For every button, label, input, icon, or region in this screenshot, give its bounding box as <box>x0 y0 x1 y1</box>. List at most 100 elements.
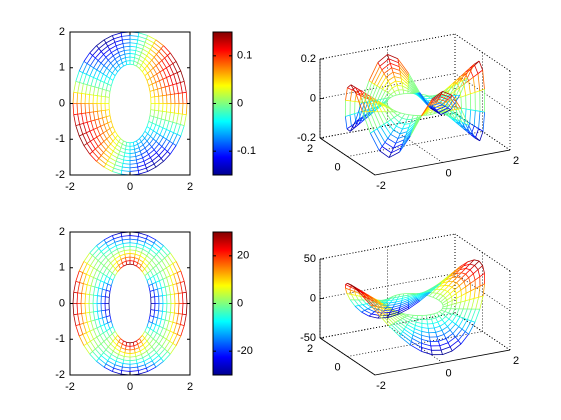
mesh-line <box>349 89 353 101</box>
mesh-line <box>146 262 150 267</box>
mesh-line <box>370 85 378 102</box>
mesh-line <box>167 351 171 355</box>
mesh-line <box>89 129 94 132</box>
mesh-line <box>105 316 109 324</box>
mesh-line <box>122 159 124 164</box>
mesh-line <box>90 257 96 266</box>
mesh-line <box>170 293 175 295</box>
mesh-line <box>150 275 154 279</box>
mesh-line <box>397 58 409 74</box>
x-axis <box>374 349 511 376</box>
mesh-line <box>93 77 98 80</box>
mesh-line <box>166 75 171 78</box>
mesh-line <box>366 299 371 304</box>
grid-line <box>347 331 483 357</box>
mesh-line <box>103 166 113 172</box>
mesh-line <box>121 39 124 44</box>
mesh-line <box>454 303 457 309</box>
mesh-line <box>75 124 80 126</box>
mesh-line <box>90 121 94 130</box>
mesh-line <box>345 284 351 288</box>
mesh-line <box>103 39 107 44</box>
mesh-line <box>438 295 444 301</box>
mesh-line <box>105 360 109 365</box>
mesh-line <box>119 253 125 257</box>
mesh-line <box>445 316 450 320</box>
colorbar-tick-label: 0 <box>237 97 243 109</box>
mesh-line <box>431 318 434 324</box>
mesh-line <box>122 242 131 244</box>
mesh-line <box>98 317 103 320</box>
mesh-line <box>393 143 397 149</box>
mesh-line <box>137 364 146 368</box>
mesh-line <box>157 310 160 318</box>
mesh-line <box>172 343 177 346</box>
mesh-line <box>138 347 141 352</box>
mesh-line <box>149 143 153 148</box>
mesh-line <box>411 315 414 318</box>
mesh-line <box>115 357 118 362</box>
mesh-line <box>83 252 91 262</box>
mesh-line <box>351 294 356 296</box>
mesh-line <box>455 81 460 85</box>
mesh-line <box>82 332 87 335</box>
mesh-line <box>447 107 451 110</box>
mesh-line <box>93 129 98 138</box>
mesh-line <box>393 91 397 96</box>
mesh-line <box>370 130 374 134</box>
mesh-line <box>142 140 148 146</box>
mesh-line <box>109 45 117 50</box>
mesh-line <box>169 122 174 132</box>
mesh-line <box>160 245 164 249</box>
mesh-line <box>124 352 131 354</box>
mesh-line <box>153 163 157 168</box>
mesh-line <box>151 341 157 348</box>
mesh-line <box>106 138 111 145</box>
mesh-line <box>176 283 179 294</box>
mesh-line <box>80 303 83 314</box>
mesh-line <box>390 133 399 139</box>
mesh-line <box>153 343 160 351</box>
mesh-line <box>107 241 116 247</box>
mesh-line <box>107 45 110 50</box>
mesh-line <box>156 152 160 156</box>
mesh-line <box>87 284 92 287</box>
mesh-line <box>373 99 379 110</box>
mesh-line <box>153 338 157 342</box>
mesh-line <box>106 67 110 71</box>
mesh-line <box>136 239 139 244</box>
mesh-line <box>460 95 466 98</box>
mesh-line <box>159 334 164 338</box>
mesh-line <box>134 57 140 60</box>
mesh-line <box>150 267 154 271</box>
mesh-line <box>124 53 126 58</box>
mesh-line <box>151 141 157 148</box>
mesh-line <box>451 95 462 109</box>
mesh-line <box>474 296 479 299</box>
mesh-line <box>385 76 389 81</box>
mesh-line <box>399 303 409 308</box>
mesh-line <box>400 301 409 306</box>
mesh-line <box>148 49 151 53</box>
mesh-line <box>176 124 181 135</box>
mesh-line <box>387 314 397 323</box>
mesh-line <box>134 352 137 357</box>
mesh-line <box>160 87 163 96</box>
mesh-line <box>118 65 121 69</box>
mesh-line <box>455 293 458 299</box>
mesh-line <box>401 82 403 87</box>
mesh-line <box>455 272 462 275</box>
mesh-line <box>408 299 419 306</box>
mesh-line <box>123 64 127 67</box>
mesh-line <box>169 52 177 62</box>
mesh-line <box>139 135 143 139</box>
mesh-line <box>80 103 83 114</box>
mesh-line <box>477 73 481 91</box>
mesh-line <box>102 332 108 340</box>
mesh-line <box>118 250 125 253</box>
mesh-line <box>136 262 139 267</box>
mesh-line <box>152 282 157 285</box>
colorbar-tick-label: 0 <box>237 297 243 309</box>
mesh-line <box>121 36 123 41</box>
mesh-line <box>142 335 146 339</box>
